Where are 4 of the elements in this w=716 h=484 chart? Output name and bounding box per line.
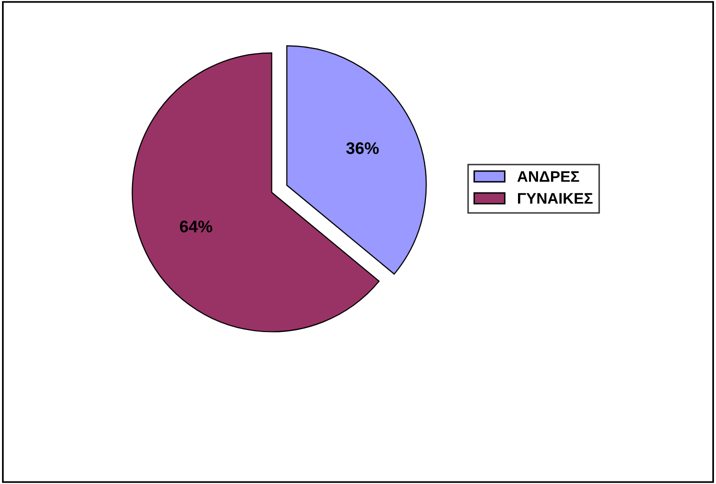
data-label: 36% xyxy=(346,142,379,154)
legend-label: ΑΝΔΡΕΣ xyxy=(517,171,580,182)
data-label: 64% xyxy=(180,220,212,232)
legend-label: ΓΥΝΑΙΚΕΣ xyxy=(518,193,593,204)
